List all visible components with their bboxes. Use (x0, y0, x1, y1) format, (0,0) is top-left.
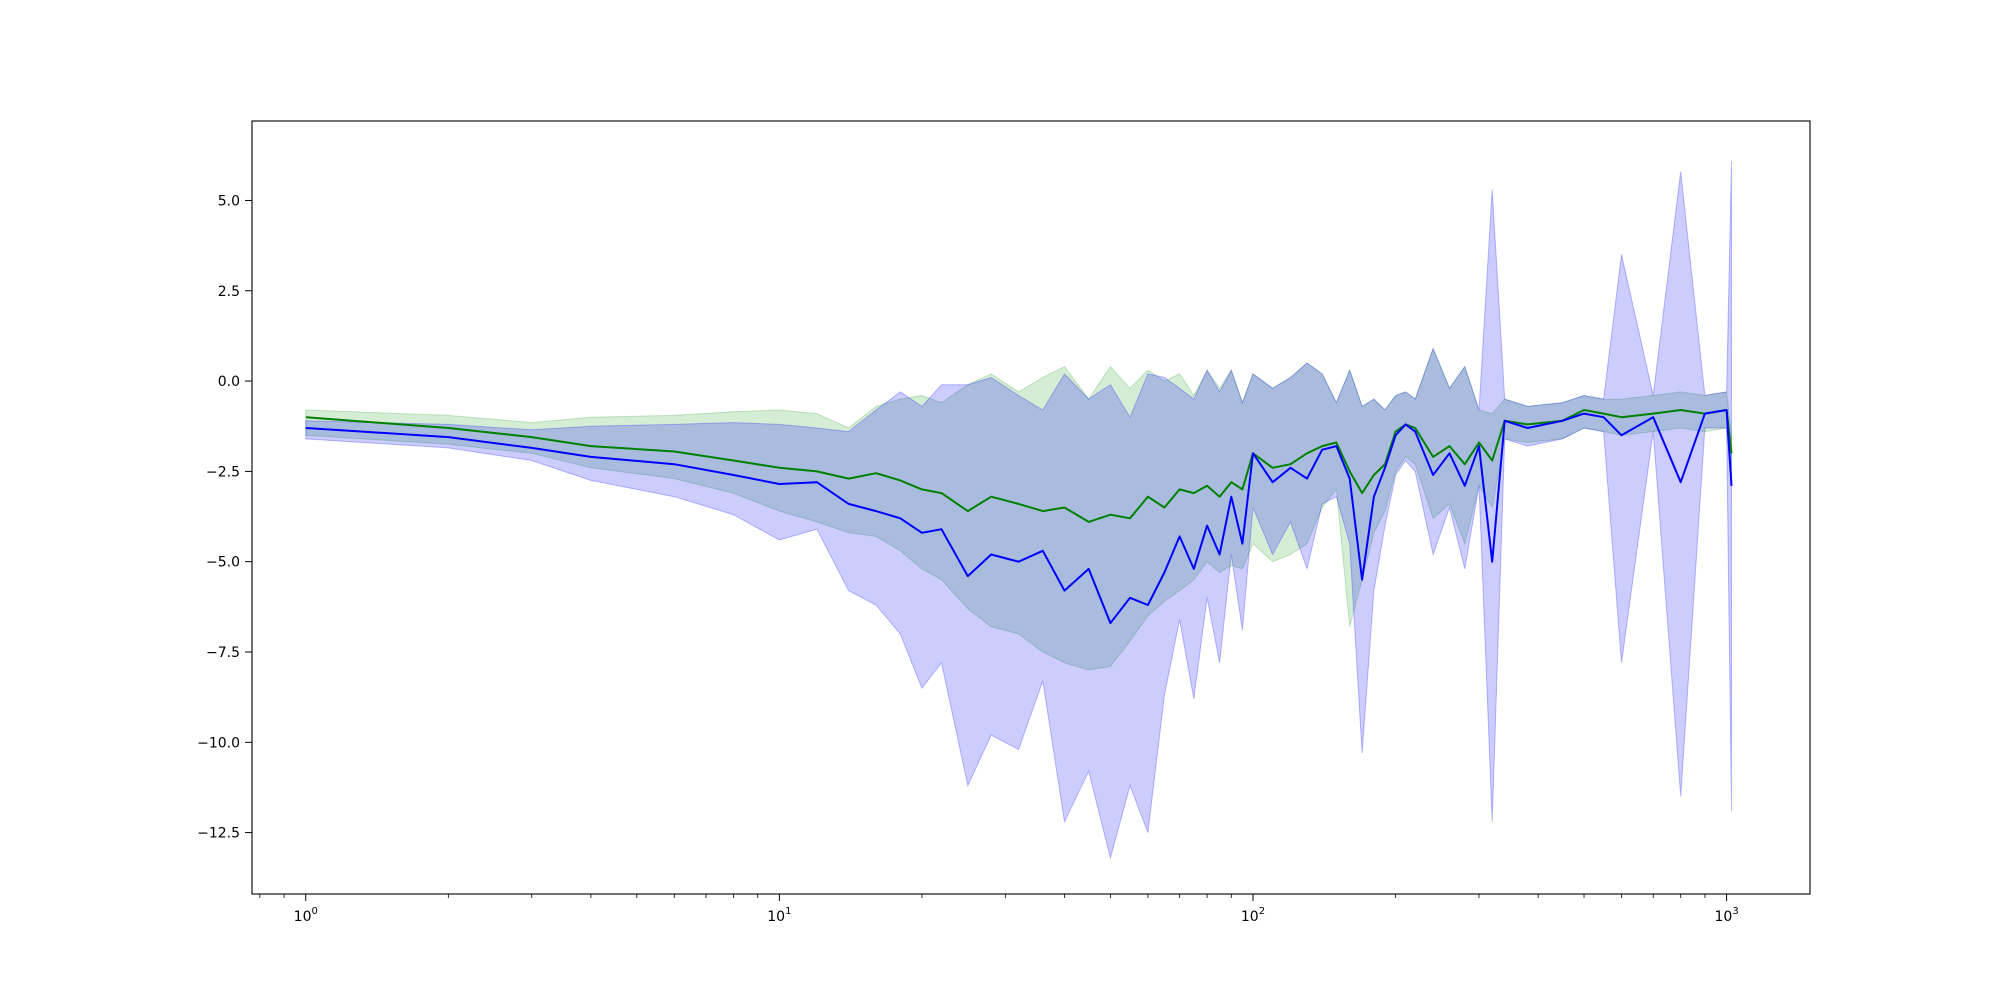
x-tick-label-base: 10 (294, 909, 312, 925)
x-tick-label-base: 10 (1714, 909, 1732, 925)
series-2-band (305, 160, 1732, 860)
x-tick-label: 101 (767, 906, 791, 925)
x-tick-label: 100 (294, 906, 318, 925)
x-tick-label-exponent: 3 (1732, 906, 1738, 917)
y-tick-label: −12.5 (197, 826, 240, 842)
y-tick-label: −2.5 (206, 464, 240, 480)
series-2-line (305, 409, 1733, 625)
y-tick-label: 2.5 (218, 284, 240, 300)
x-tick-label: 103 (1714, 906, 1738, 925)
series-1-line (305, 409, 1733, 523)
y-tick-label: −10.0 (197, 735, 240, 751)
y-tick-label: 5.0 (218, 193, 240, 209)
x-tick-label: 102 (1241, 906, 1265, 925)
y-tick-label: −5.0 (206, 555, 240, 571)
plot-frame (251, 120, 1811, 895)
y-tick-label: −7.5 (206, 645, 240, 661)
x-tick-label-base: 10 (1241, 909, 1259, 925)
y-axis: 5.0 2.5 0.0 −2.5 −5.0 −7.5 −10.0 −12.5 (197, 193, 252, 842)
x-tick-label-base: 10 (767, 909, 785, 925)
x-axis: 100 101 102 103 (259, 894, 1739, 925)
x-tick-label-exponent: 1 (785, 906, 791, 917)
y-tick-label: 0.0 (218, 374, 240, 390)
x-tick-label-exponent: 0 (311, 906, 317, 917)
series-lines (305, 409, 1733, 625)
x-tick-label-exponent: 2 (1259, 906, 1265, 917)
